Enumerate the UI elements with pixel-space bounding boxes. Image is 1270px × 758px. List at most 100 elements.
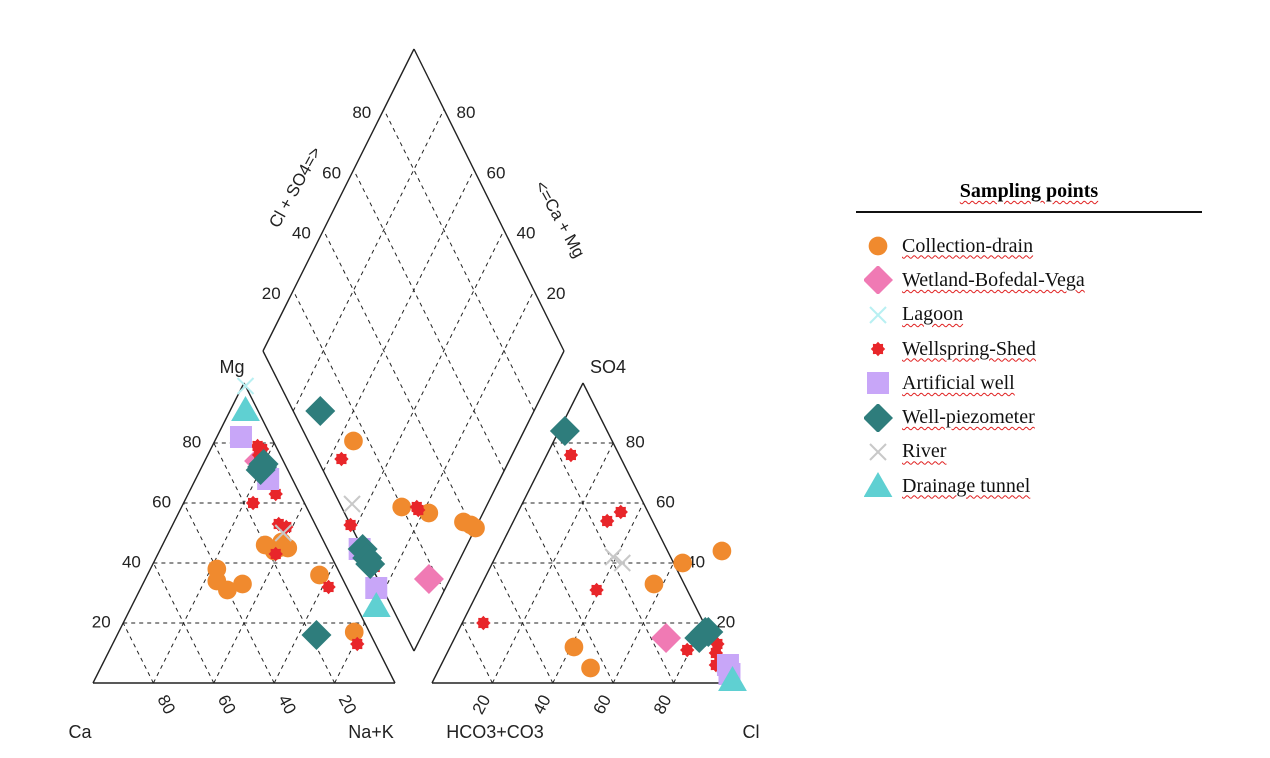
- diamond-right-tick-label: 80: [457, 103, 476, 122]
- legend-label: Lagoon: [902, 303, 964, 326]
- legend-item-lagoon: Lagoon: [856, 298, 1202, 332]
- wellspring-shed-point: [268, 486, 283, 502]
- legend-item-well-piezometer: Well-piezometer: [856, 400, 1202, 434]
- diamond-edge: [413, 350, 565, 652]
- legend-marker-burst: [870, 341, 886, 357]
- diamond-edge: [262, 350, 415, 652]
- collection-drain-point: [310, 565, 329, 585]
- legend-item-river: River: [856, 435, 1202, 469]
- anion-right-tick-label: 80: [626, 432, 645, 451]
- anion-bottom-tick-label: 20: [469, 692, 495, 718]
- artificial-well-point: [365, 577, 388, 599]
- diamond-right-tick-label: 60: [487, 163, 506, 182]
- diamond-left-tick-label: 60: [322, 163, 341, 182]
- diamond-grid-line: [353, 229, 505, 532]
- legend-title: Sampling points: [856, 180, 1202, 213]
- wellspring-shed-point: [245, 495, 261, 511]
- diamond-right-tick-label: 40: [517, 224, 536, 243]
- legend-label: Collection-drain: [902, 234, 1034, 257]
- legend-marker-x: [869, 306, 887, 324]
- cation-left-tick-label: 80: [182, 432, 201, 451]
- drainage-tunnel-point: [361, 592, 391, 617]
- legend-marker-square: [867, 372, 889, 395]
- wellspring-shed-point: [321, 579, 336, 595]
- collection-drain-point: [207, 559, 227, 579]
- legend-item-wellspring-shed: Wellspring-Shed: [856, 332, 1202, 366]
- anion-grid-line: [461, 622, 493, 684]
- diamond-edge: [262, 48, 415, 352]
- cation-bottom-tick-label: 80: [153, 692, 179, 718]
- well-piezometer-point: [355, 549, 386, 579]
- diamond-grid-line: [292, 109, 445, 412]
- wellspring-shed-point: [613, 504, 628, 520]
- collection-drain-point: [255, 535, 275, 555]
- cation-left-tick-label: 60: [152, 492, 171, 511]
- cation-left-tick-label: 20: [92, 612, 111, 631]
- cation-bottom-tick-label: 60: [214, 692, 240, 718]
- anion-bottom-tick-label: 60: [589, 692, 615, 718]
- cation-grid-line: [183, 502, 275, 684]
- collection-drain-point: [419, 503, 439, 523]
- wetland-bofedal-vega-point: [651, 623, 682, 653]
- cation-left-tick-label: 40: [122, 552, 141, 571]
- collection-drain-point: [466, 518, 485, 538]
- legend-item-artificial-well: Artificial well: [856, 366, 1202, 400]
- legend-item-collection-drain: Collection-drain: [856, 229, 1202, 263]
- wellspring-shed-point: [334, 451, 349, 467]
- cation-bottom-tick-label: 40: [274, 692, 300, 718]
- legend: Sampling points Collection-drain Wetland-…: [856, 180, 1202, 503]
- well-piezometer-point: [693, 617, 724, 647]
- diamond-grid-line: [383, 290, 535, 592]
- legend-label: River: [902, 440, 947, 463]
- legend-label: Artificial well: [902, 371, 1015, 394]
- drainage-tunnel-point: [231, 396, 260, 421]
- collection-drain-point: [344, 622, 364, 642]
- well-piezometer-point: [301, 620, 332, 650]
- collection-drain-point: [344, 431, 363, 451]
- collection-drain-point: [581, 658, 600, 678]
- collection-drain-point: [673, 553, 693, 573]
- cation-left-label: Ca: [68, 722, 92, 742]
- river-point: [613, 554, 631, 572]
- diamond-right-axis-label: <=Ca + Mg: [531, 178, 589, 261]
- wellspring-shed-point: [268, 546, 283, 562]
- drainage-tunnel-point: [718, 666, 747, 691]
- well-piezometer-point: [248, 449, 279, 479]
- lagoon-point: [236, 377, 255, 395]
- artificial-well-point: [229, 426, 252, 448]
- collection-drain-point: [233, 574, 252, 594]
- wellspring-shed-point: [679, 642, 695, 658]
- legend-items: Collection-drain Wetland-Bofedal-Vega Lago…: [856, 229, 1202, 503]
- legend-item-drainage-tunnel: Drainage tunnel: [856, 469, 1202, 503]
- diamond-left-tick-label: 40: [292, 224, 311, 243]
- diamond-right-tick-label: 20: [547, 284, 566, 303]
- anion-bottom-tick-label: 40: [529, 692, 555, 718]
- wellspring-shed-point: [589, 582, 604, 598]
- anion-right-label: Cl: [743, 722, 760, 742]
- anion-bottom-tick-label: 80: [650, 692, 676, 718]
- legend-label: Wetland-Bofedal-Vega: [902, 268, 1085, 291]
- legend-marker-x: [869, 443, 887, 461]
- diamond-left-tick-label: 80: [352, 103, 371, 122]
- wellspring-shed-point: [279, 519, 294, 535]
- wellspring-shed-point: [563, 447, 579, 463]
- anion-top-label: SO4: [590, 357, 626, 377]
- cation-grid-line: [213, 502, 305, 684]
- river-point: [274, 524, 292, 542]
- diamond-grid-line: [353, 169, 505, 472]
- cation-triangle-edge: [92, 382, 245, 684]
- legend-label: Wellspring-Shed: [902, 337, 1036, 360]
- diamond-left-axis-label: Cl + SO4=>: [265, 144, 325, 231]
- cation-triangle-edge: [243, 382, 396, 684]
- cation-right-label: Na+K: [348, 722, 394, 742]
- diamond-grid-line: [383, 109, 535, 412]
- river-point: [343, 495, 361, 513]
- wellspring-shed-point: [411, 502, 426, 518]
- anion-grid-line: [522, 502, 614, 684]
- wellspring-shed-point: [599, 513, 615, 529]
- wellspring-shed-point: [350, 636, 365, 652]
- diamond-grid-line: [322, 169, 475, 472]
- cation-top-label: Mg: [219, 357, 244, 377]
- diamond-edge: [413, 48, 565, 352]
